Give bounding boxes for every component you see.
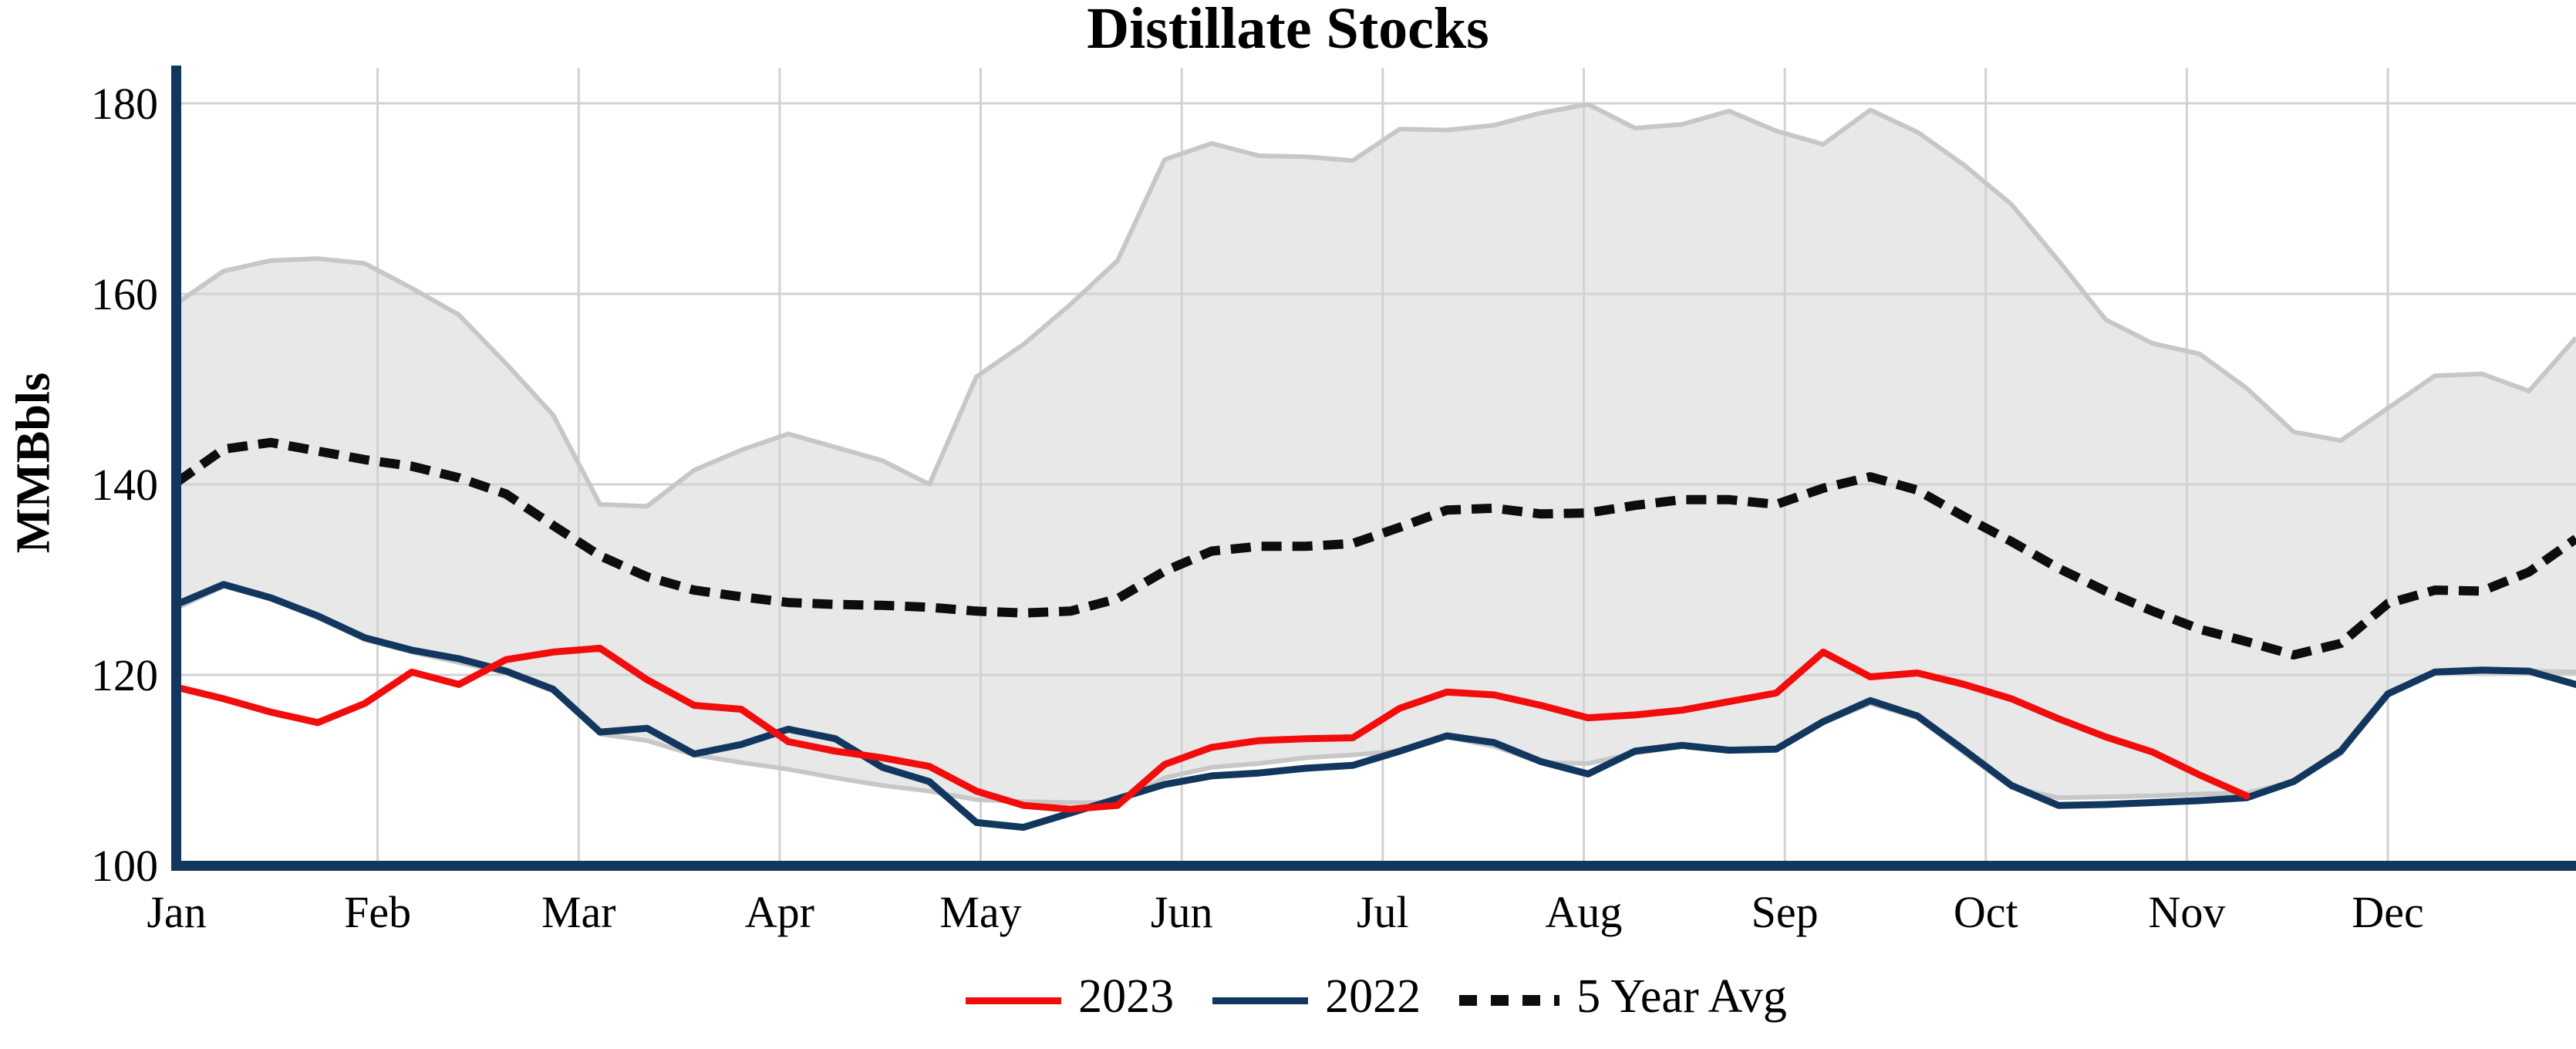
legend-item-2022: 2022: [1212, 973, 1421, 1028]
x-tick-label-dec: Dec: [2352, 887, 2423, 937]
legend-label-5yr-avg: 5 Year Avg: [1576, 970, 1787, 1023]
legend-label-2022: 2022: [1325, 970, 1421, 1023]
x-tick-label-feb: Feb: [344, 887, 411, 937]
y-axis-title: MMBbls: [7, 372, 60, 554]
y-tick-label-100: 100: [91, 841, 158, 891]
y-tick-label-120: 120: [91, 650, 158, 700]
series-2023-line: [173, 644, 2251, 813]
dotted-line-swatch-icon: [1459, 995, 1560, 1006]
y-tick-labels: 100 120 140 160 180: [91, 79, 158, 891]
x-tick-label-sep: Sep: [1752, 887, 1819, 937]
y-tick-label-160: 160: [91, 269, 158, 319]
x-tick-label-nov: Nov: [2148, 887, 2225, 937]
x-tick-label-mar: Mar: [541, 887, 616, 937]
navy-line-swatch-icon: [1212, 997, 1309, 1004]
gridlines: [177, 68, 2576, 865]
x-tick-label-jul: Jul: [1357, 887, 1409, 937]
axes: [171, 66, 2576, 871]
x-tick-labels: Jan Feb Mar Apr May Jun Jul Aug Sep Oct Nov Dec: [147, 887, 2423, 937]
legend-item-5yr-avg: 5 Year Avg: [1459, 973, 1787, 1028]
x-tick-label-apr: Apr: [745, 887, 814, 937]
x-tick-label-may: May: [939, 887, 1021, 937]
red-line-swatch-icon: [966, 997, 1062, 1004]
y-tick-label-180: 180: [91, 79, 158, 129]
x-tick-label-jun: Jun: [1151, 887, 1213, 937]
y-tick-label-140: 140: [91, 460, 158, 510]
x-tick-label-oct: Oct: [1954, 887, 2018, 937]
legend: 2023 2022 5 Year Avg: [177, 967, 2576, 1034]
x-tick-label-jan: Jan: [147, 887, 206, 937]
legend-label-2023: 2023: [1078, 970, 1175, 1023]
legend-item-2023: 2023: [966, 973, 1174, 1028]
series-2022-line: [173, 581, 2576, 831]
series-5-year-avg-line: [174, 437, 2576, 660]
x-axis-spine: [171, 861, 2576, 871]
x-tick-label-aug: Aug: [1546, 887, 1623, 937]
chart-title: Distillate Stocks: [1087, 0, 1489, 61]
five-year-range-band: [177, 104, 2576, 803]
y-axis-spine: [171, 66, 181, 871]
